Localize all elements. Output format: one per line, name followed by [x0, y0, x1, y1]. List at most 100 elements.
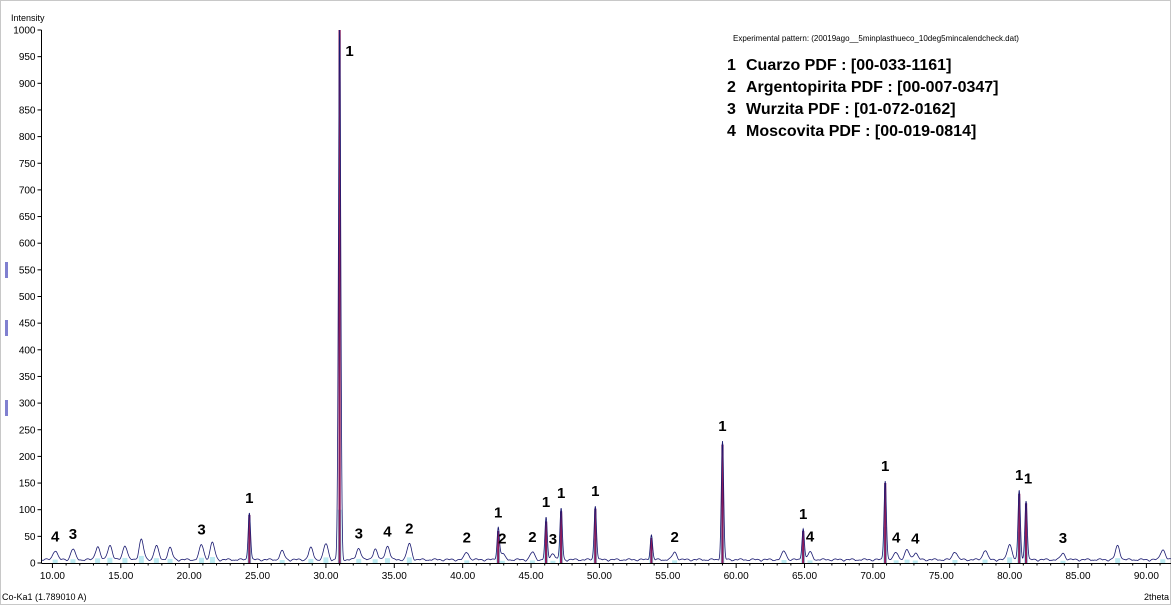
reference-bar: [372, 559, 378, 563]
peak-label: 2: [498, 531, 506, 548]
peak-label: 3: [355, 526, 363, 543]
x-tick-label: 70.00: [860, 571, 885, 582]
peak-label: 2: [463, 530, 471, 547]
x-tick-label: 20.00: [177, 571, 202, 582]
reference-bar: [529, 560, 535, 563]
peak-label: 3: [549, 531, 557, 548]
peak-label: 3: [1059, 530, 1067, 547]
peak-label: 2: [405, 520, 413, 537]
peak-label: 1: [718, 418, 726, 435]
reference-bar: [308, 558, 314, 563]
y-tick-label: 50: [24, 532, 36, 543]
reference-bar: [122, 557, 128, 563]
x-tick-label: 50.00: [587, 571, 612, 582]
reference-bar: [982, 559, 988, 563]
y-ticks: 0 50 100 150 200 250 300 350 400 450 500 550 600 650 7…: [13, 26, 42, 570]
peak-label: 1: [557, 485, 565, 502]
peak-label: 1: [591, 483, 599, 500]
reference-bar: [198, 557, 204, 563]
x-tick-label: 10.00: [40, 571, 65, 582]
y-tick-label: 200: [19, 452, 36, 463]
legend-entry-text: Wurzita PDF : [01-072-0162]: [746, 101, 956, 118]
y-tick-label: 850: [19, 105, 36, 116]
peak-fills: [248, 30, 1028, 563]
x-ticks: 10.00 15.00 20.00 25.00 30.00 35.00 40.00 45.00…: [40, 563, 1161, 582]
legend-entry-text: Argentopirita PDF : [00-007-0347]: [746, 79, 999, 96]
peak-label: 4: [911, 530, 920, 547]
legend-entry-number: 1: [727, 57, 736, 74]
y-tick-label: 1000: [13, 26, 36, 37]
peak-label: 1: [881, 458, 889, 475]
x-tick-label: 90.00: [1134, 571, 1159, 582]
y-tick-label: 450: [19, 319, 36, 330]
reference-bar: [323, 557, 329, 563]
x-tick-label: 45.00: [519, 571, 544, 582]
x-tick-label: 40.00: [450, 571, 475, 582]
y-tick-label: 650: [19, 212, 36, 223]
peak-label: 4: [806, 529, 815, 546]
peak-label: 2: [528, 529, 536, 546]
reference-bar: [781, 560, 787, 563]
y-tick-label: 0: [30, 559, 36, 570]
reference-bar: [384, 558, 390, 563]
reference-bar: [153, 558, 159, 563]
y-tick-label: 350: [19, 372, 36, 383]
peak-label: 1: [799, 506, 807, 523]
reference-bar: [952, 560, 958, 563]
side-marker-2: [5, 320, 8, 336]
pattern-line: [41, 29, 1171, 562]
y-tick-label: 150: [19, 479, 36, 490]
x-axis-title: 2theta: [1144, 592, 1169, 602]
y-tick-label: 700: [19, 185, 36, 196]
reference-bar: [550, 560, 556, 563]
reference-bar: [464, 560, 470, 563]
reference-bar: [356, 558, 362, 563]
y-tick-label: 400: [19, 345, 36, 356]
reference-bar: [95, 558, 101, 563]
legend-entry-number: 2: [727, 79, 736, 96]
x-tick-label: 35.00: [382, 571, 407, 582]
reference-bar: [406, 557, 412, 563]
reference-bar: [904, 559, 910, 563]
reference-bar: [279, 560, 285, 563]
side-marker-3: [5, 400, 8, 416]
reference-bar: [70, 559, 76, 563]
x-tick-label: 30.00: [313, 571, 338, 582]
y-tick-label: 250: [19, 425, 36, 436]
reference-bar: [209, 557, 215, 563]
peak-label: 1: [542, 494, 550, 511]
legend: 1 Cuarzo PDF : [00-033-1161] 2 Argentopirit…: [727, 57, 999, 140]
x-tick-label: 55.00: [655, 571, 680, 582]
peak-label: 1: [245, 490, 253, 507]
peak-label: 1: [494, 504, 502, 521]
y-axis-title: Intensity: [11, 13, 45, 23]
reference-bar: [1007, 557, 1013, 563]
y-tick-label: 950: [19, 52, 36, 63]
peak-label: 1: [345, 43, 353, 60]
legend-entry-number: 4: [727, 123, 736, 140]
x-tick-label: 15.00: [108, 571, 133, 582]
x-tick-label: 75.00: [929, 571, 954, 582]
radiation-label: Co-Ka1 (1.789010 A): [2, 592, 87, 602]
reference-bar: [167, 558, 173, 563]
reference-bar: [499, 560, 505, 563]
y-tick-label: 900: [19, 79, 36, 90]
reference-bar: [138, 555, 144, 563]
reference-bar: [107, 557, 113, 563]
y-tick-label: 750: [19, 159, 36, 170]
peak-label: 3: [69, 526, 77, 543]
reference-bar: [912, 560, 918, 563]
reference-bar: [1160, 559, 1166, 563]
y-tick-label: 500: [19, 292, 36, 303]
x-tick-label: 60.00: [724, 571, 749, 582]
legend-entry-number: 3: [727, 101, 736, 118]
peak-label: 4: [383, 523, 392, 540]
x-tick-label: 80.00: [997, 571, 1022, 582]
experimental-pattern-label: Experimental pattern: (20019ago__5minpla…: [733, 34, 1019, 43]
peak-label: 2: [670, 529, 678, 546]
reference-bar: [893, 560, 899, 563]
y-tick-label: 300: [19, 399, 36, 410]
